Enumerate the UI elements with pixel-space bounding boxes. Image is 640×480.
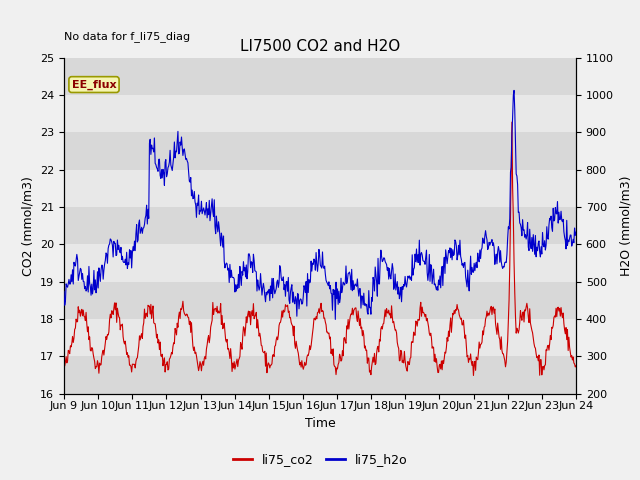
Y-axis label: H2O (mmol/m3): H2O (mmol/m3)	[620, 175, 632, 276]
Title: LI7500 CO2 and H2O: LI7500 CO2 and H2O	[240, 39, 400, 54]
Bar	[64, 319, 576, 356]
Bar	[64, 132, 576, 169]
Bar	[64, 169, 576, 207]
Legend: li75_co2, li75_h2o: li75_co2, li75_h2o	[228, 448, 412, 471]
Bar	[64, 244, 576, 282]
Bar	[64, 207, 576, 244]
Text: EE_flux: EE_flux	[72, 79, 116, 90]
Text: No data for f_li75_diag: No data for f_li75_diag	[64, 31, 190, 42]
Bar	[64, 95, 576, 132]
Bar	[64, 282, 576, 319]
X-axis label: Time: Time	[305, 417, 335, 430]
Bar	[64, 356, 576, 394]
Y-axis label: CO2 (mmol/m3): CO2 (mmol/m3)	[22, 176, 35, 276]
Bar	[64, 58, 576, 95]
